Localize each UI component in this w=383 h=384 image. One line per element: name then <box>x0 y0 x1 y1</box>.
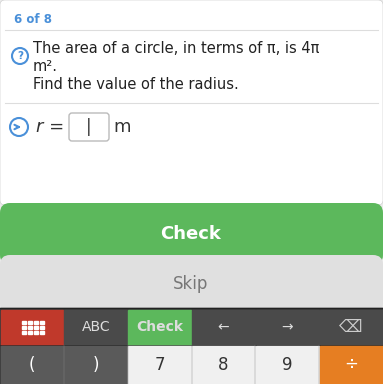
Bar <box>256 346 319 384</box>
FancyBboxPatch shape <box>0 0 383 205</box>
Text: m: m <box>113 118 131 136</box>
Bar <box>28 331 32 334</box>
Text: ?: ? <box>17 51 23 61</box>
Bar <box>34 331 38 334</box>
Text: ): ) <box>93 356 99 374</box>
Bar <box>28 321 32 324</box>
Bar <box>128 310 191 344</box>
Text: 7: 7 <box>154 356 165 374</box>
Text: ABC: ABC <box>82 320 110 334</box>
Bar <box>192 310 255 344</box>
Text: →: → <box>282 320 293 334</box>
Bar <box>128 346 191 384</box>
Text: 6 of 8: 6 of 8 <box>14 13 52 26</box>
Text: ÷: ÷ <box>344 356 358 374</box>
Bar <box>34 326 38 329</box>
Bar <box>320 310 383 344</box>
FancyBboxPatch shape <box>0 255 383 313</box>
FancyBboxPatch shape <box>0 203 383 265</box>
Bar <box>22 326 26 329</box>
Bar <box>0 308 383 384</box>
Bar <box>28 326 32 329</box>
Bar <box>192 346 255 384</box>
Bar <box>0 310 63 344</box>
Bar <box>320 346 383 384</box>
Bar <box>40 326 44 329</box>
Bar <box>22 331 26 334</box>
Text: r =: r = <box>36 118 64 136</box>
Bar <box>40 321 44 324</box>
Text: Skip: Skip <box>173 275 209 293</box>
Text: Check: Check <box>136 320 183 334</box>
Text: (: ( <box>29 356 35 374</box>
Text: |: | <box>86 118 92 136</box>
Bar <box>64 310 127 344</box>
Bar <box>64 346 127 384</box>
Text: The area of a circle, in terms of π, is 4π: The area of a circle, in terms of π, is … <box>33 41 319 56</box>
Bar <box>34 321 38 324</box>
Text: ←: ← <box>218 320 229 334</box>
Text: ⌫: ⌫ <box>339 318 363 336</box>
Bar <box>40 331 44 334</box>
Bar <box>22 321 26 324</box>
Text: Check: Check <box>160 225 221 243</box>
Text: 8: 8 <box>218 356 229 374</box>
Bar <box>256 310 319 344</box>
Text: 9: 9 <box>282 356 293 374</box>
Text: Find the value of the radius.: Find the value of the radius. <box>33 77 239 92</box>
Text: m².: m². <box>33 59 58 74</box>
Bar <box>0 346 63 384</box>
FancyBboxPatch shape <box>69 113 109 141</box>
